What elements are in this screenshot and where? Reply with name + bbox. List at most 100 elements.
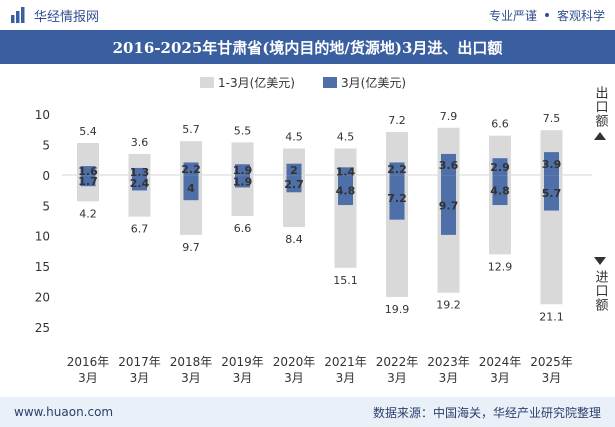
data-label-export-month: 2 bbox=[290, 164, 298, 177]
data-label-import-month: 7.2 bbox=[387, 192, 407, 205]
data-label-export-month: 1.9 bbox=[233, 164, 253, 177]
side-label-import: 进口额 bbox=[593, 257, 609, 312]
brand[interactable]: 华经情报网 bbox=[10, 6, 99, 25]
data-label-export-month: 1.6 bbox=[78, 165, 98, 178]
arrow-up-icon bbox=[594, 132, 606, 140]
data-label-export-ytd: 5.7 bbox=[182, 123, 200, 136]
legend-label-month: 3月(亿美元) bbox=[341, 75, 406, 90]
x-tick-label: 2024年 3月 bbox=[479, 355, 522, 385]
data-label-import-month: 1.7 bbox=[78, 175, 98, 188]
y-tick-label: 10 bbox=[35, 108, 50, 122]
data-label-import-month: 4.8 bbox=[336, 184, 356, 197]
bar-import-month bbox=[183, 175, 199, 201]
data-label-export-ytd: 4.5 bbox=[285, 130, 303, 143]
data-label-import-month: 5.7 bbox=[542, 187, 562, 200]
data-label-import-ytd: 21.1 bbox=[539, 310, 564, 323]
data-label-export-ytd: 7.2 bbox=[388, 114, 406, 127]
data-label-import-ytd: 12.9 bbox=[488, 260, 513, 273]
y-tick-label: 10 bbox=[35, 230, 50, 244]
tag-objective: 客观科学 bbox=[556, 8, 605, 23]
y-tick-label: 5 bbox=[42, 199, 50, 213]
y-tick-label: 5 bbox=[42, 138, 50, 152]
side-label-import-text: 进口额 bbox=[593, 270, 609, 312]
data-label-import-ytd: 8.4 bbox=[285, 233, 303, 246]
x-tick-label: 2019年 3月 bbox=[221, 355, 264, 385]
x-tick-label: 2022年 3月 bbox=[376, 355, 419, 385]
x-tick-label: 2025年 3月 bbox=[530, 355, 573, 385]
legend-swatch-month bbox=[323, 77, 337, 88]
data-label-export-month: 3.9 bbox=[542, 158, 562, 171]
x-axis: 2016年 3月 2017年 3月 2018年 3月 2019年 3月 2020年 3月 2021年… bbox=[67, 355, 573, 385]
x-tick-label: 2018年 3月 bbox=[170, 355, 213, 385]
data-label-export-month: 1.4 bbox=[336, 166, 356, 179]
bar-export-month bbox=[338, 167, 353, 176]
data-label-import-month: 2.7 bbox=[284, 178, 304, 191]
tag-professional: 专业严谨 bbox=[488, 8, 537, 23]
data-label-import-ytd: 19.2 bbox=[436, 299, 461, 312]
bar-export-month bbox=[441, 153, 456, 176]
data-label-export-month: 2.2 bbox=[181, 163, 201, 176]
bar-import-month bbox=[338, 175, 353, 206]
bar-import-month bbox=[441, 175, 456, 235]
legend: 1-3月(亿美元) 3月(亿美元) bbox=[200, 75, 406, 90]
bar-export-month bbox=[389, 162, 405, 176]
x-tick-label: 2020年 3月 bbox=[273, 355, 316, 385]
footer-website[interactable]: www.huaon.com bbox=[14, 405, 114, 419]
y-tick-label: 20 bbox=[35, 291, 50, 305]
separator-dot-icon bbox=[544, 13, 549, 17]
brand-logo-icon bbox=[11, 7, 25, 23]
legend-swatch-ytd bbox=[200, 77, 214, 88]
chart: 1-3月(亿美元) 3月(亿美元) 10 5 0 5 10 15 20 25 5.4 4.2 1.… bbox=[35, 75, 609, 385]
bar-import-month bbox=[544, 175, 559, 211]
data-label-export-ytd: 4.5 bbox=[337, 130, 355, 143]
footer: www.huaon.com 数据来源：中国海关，华经产业研究院整理 bbox=[0, 397, 615, 427]
data-label-export-ytd: 5.5 bbox=[234, 124, 252, 137]
side-label-export-text: 出口额 bbox=[593, 86, 609, 128]
data-label-import-ytd: 19.9 bbox=[385, 303, 410, 316]
data-label-import-month: 2.4 bbox=[130, 177, 150, 190]
brand-name: 华经情报网 bbox=[34, 9, 100, 25]
x-tick-label: 2021年 3月 bbox=[324, 355, 367, 385]
x-tick-label: 2023年 3月 bbox=[427, 355, 470, 385]
data-label-export-month: 1.3 bbox=[130, 166, 150, 179]
data-label-import-ytd: 15.1 bbox=[333, 274, 358, 287]
arrow-down-icon bbox=[594, 257, 606, 265]
top-bar: 华经情报网 专业严谨 客观科学 bbox=[0, 0, 615, 30]
x-tick-label: 2016年 3月 bbox=[67, 355, 110, 385]
side-label-export: 出口额 bbox=[593, 86, 609, 140]
bars: 5.4 4.2 1.61.7 3.6 6.7 1.32.4 5.7 9.7 2.2 4 5.5 6.6… bbox=[77, 110, 564, 323]
footer-source: 数据来源：中国海关，华经产业研究院整理 bbox=[372, 405, 601, 420]
data-label-export-ytd: 7.5 bbox=[543, 112, 561, 125]
y-tick-label: 0 bbox=[42, 169, 50, 183]
data-label-import-month: 4.8 bbox=[490, 184, 510, 197]
bar-export-month bbox=[492, 158, 508, 176]
data-label-export-ytd: 7.9 bbox=[440, 110, 458, 123]
data-label-import-ytd: 6.6 bbox=[234, 222, 252, 235]
bar-export-month bbox=[544, 152, 559, 176]
data-label-import-ytd: 4.2 bbox=[79, 207, 97, 220]
data-label-export-month: 2.2 bbox=[387, 163, 407, 176]
x-tick-label: 2017年 3月 bbox=[118, 355, 161, 385]
header-tags: 专业严谨 客观科学 bbox=[489, 7, 605, 24]
data-label-import-ytd: 9.7 bbox=[182, 241, 200, 254]
data-label-import-ytd: 6.7 bbox=[131, 223, 149, 236]
data-label-import-month: 9.7 bbox=[439, 199, 459, 212]
data-label-import-month: 1.9 bbox=[233, 176, 253, 189]
bar-export-month bbox=[132, 167, 147, 176]
data-label-export-month: 2.9 bbox=[490, 161, 510, 174]
data-label-export-ytd: 5.4 bbox=[79, 125, 97, 138]
bar-import-month bbox=[492, 175, 508, 206]
bar-export-month bbox=[183, 162, 199, 176]
data-label-export-month: 3.6 bbox=[439, 159, 459, 172]
data-label-import-month: 4 bbox=[187, 182, 195, 195]
bar-export-month bbox=[80, 166, 96, 176]
chart-title: 2016-2025年甘肃省(境内目的地/货源地)3月进、出口额 bbox=[0, 30, 615, 64]
bar-import-month bbox=[389, 175, 405, 220]
bar-import-month bbox=[80, 175, 96, 187]
y-tick-label: 25 bbox=[35, 321, 50, 335]
data-label-export-ytd: 6.6 bbox=[491, 118, 509, 131]
data-label-export-ytd: 3.6 bbox=[131, 136, 149, 149]
bar-import-month bbox=[235, 175, 250, 188]
legend-label-ytd: 1-3月(亿美元) bbox=[218, 75, 295, 90]
